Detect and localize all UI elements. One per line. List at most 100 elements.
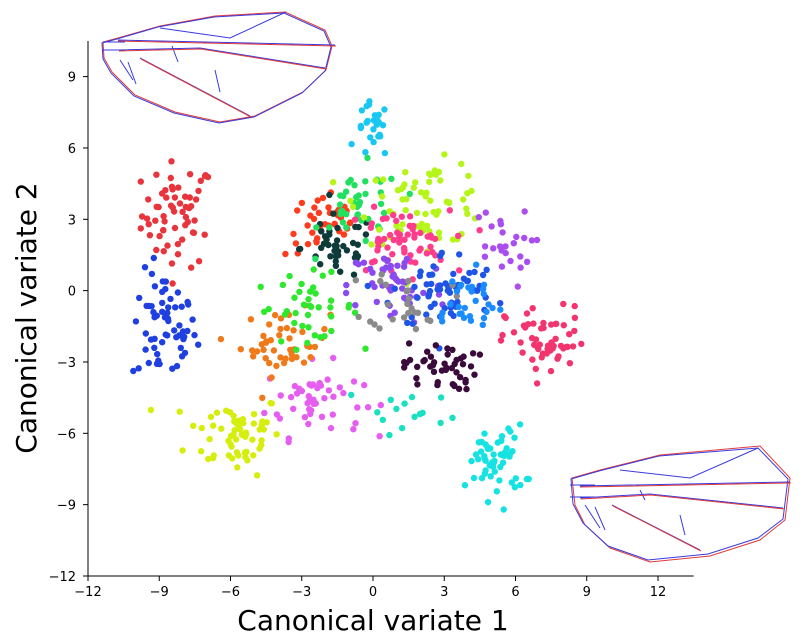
data-point bbox=[304, 240, 312, 248]
wing-outline-top-left-image bbox=[101, 11, 337, 124]
data-point bbox=[427, 353, 435, 360]
data-point bbox=[136, 294, 143, 302]
data-point bbox=[491, 468, 498, 475]
data-point bbox=[159, 278, 166, 285]
data-point bbox=[310, 215, 318, 223]
data-point bbox=[480, 281, 488, 288]
data-point bbox=[416, 272, 424, 280]
data-point bbox=[501, 313, 508, 320]
data-point bbox=[364, 404, 372, 411]
data-point bbox=[294, 207, 301, 214]
data-point bbox=[566, 360, 574, 367]
data-point bbox=[174, 240, 182, 248]
data-point bbox=[286, 335, 293, 342]
data-point bbox=[511, 434, 518, 441]
data-point bbox=[566, 331, 573, 338]
x-axis-title: Canonical variate 1 bbox=[237, 604, 508, 637]
data-point bbox=[177, 344, 184, 352]
data-point bbox=[398, 213, 405, 220]
data-point bbox=[315, 209, 323, 216]
data-point bbox=[375, 243, 382, 250]
data-point bbox=[304, 311, 312, 319]
data-point bbox=[160, 213, 167, 220]
data-point bbox=[362, 149, 369, 156]
data-point bbox=[429, 271, 436, 278]
data-point bbox=[258, 441, 265, 449]
data-point bbox=[401, 236, 408, 243]
data-point bbox=[370, 203, 378, 210]
data-point bbox=[384, 244, 391, 251]
data-point bbox=[304, 339, 311, 347]
data-point bbox=[379, 122, 387, 129]
data-point bbox=[417, 245, 424, 252]
data-point bbox=[307, 410, 314, 418]
data-point bbox=[162, 187, 169, 194]
data-point bbox=[441, 151, 448, 158]
data-point bbox=[348, 140, 355, 148]
data-point bbox=[500, 506, 507, 513]
data-point bbox=[393, 405, 400, 413]
data-point bbox=[455, 232, 462, 239]
data-point bbox=[417, 229, 424, 237]
data-point bbox=[377, 133, 384, 140]
data-point bbox=[472, 451, 480, 458]
data-point bbox=[468, 288, 475, 295]
data-point bbox=[544, 342, 552, 349]
data-point bbox=[404, 300, 411, 308]
data-point bbox=[369, 269, 376, 276]
data-point bbox=[145, 196, 152, 203]
data-point bbox=[317, 261, 324, 268]
data-point bbox=[367, 134, 374, 141]
data-point bbox=[266, 321, 273, 328]
data-point bbox=[487, 473, 494, 480]
data-point bbox=[154, 350, 161, 358]
data-point bbox=[189, 316, 196, 323]
data-point bbox=[374, 238, 381, 245]
data-point bbox=[421, 190, 429, 197]
data-point bbox=[311, 332, 318, 339]
data-point bbox=[345, 179, 352, 186]
data-point bbox=[507, 428, 514, 435]
data-point bbox=[523, 258, 531, 265]
data-point bbox=[347, 219, 354, 226]
data-point bbox=[547, 367, 555, 375]
data-point bbox=[330, 210, 337, 217]
data-point bbox=[355, 223, 362, 231]
data-point bbox=[437, 419, 444, 427]
data-point bbox=[401, 400, 408, 407]
data-point bbox=[315, 304, 322, 311]
data-point bbox=[376, 226, 383, 233]
data-point bbox=[430, 359, 438, 366]
x-tick-label: −9 bbox=[150, 585, 169, 600]
data-point bbox=[376, 433, 383, 440]
data-point bbox=[273, 411, 281, 418]
data-point bbox=[466, 313, 474, 320]
data-point bbox=[468, 187, 475, 195]
data-point bbox=[427, 363, 434, 370]
data-point bbox=[277, 315, 285, 322]
data-point bbox=[394, 187, 402, 194]
data-point bbox=[277, 392, 284, 399]
data-point bbox=[318, 413, 326, 420]
data-point bbox=[459, 361, 467, 368]
data-point bbox=[431, 235, 439, 243]
data-point bbox=[386, 431, 393, 439]
data-point bbox=[451, 360, 458, 368]
data-point bbox=[358, 107, 366, 114]
data-point bbox=[538, 325, 545, 332]
data-point bbox=[276, 332, 283, 339]
data-point bbox=[181, 349, 189, 357]
data-point bbox=[184, 218, 191, 226]
data-point bbox=[371, 112, 378, 119]
data-point bbox=[380, 176, 387, 183]
data-point bbox=[424, 348, 431, 355]
data-point bbox=[487, 445, 494, 452]
data-point bbox=[423, 222, 431, 230]
data-point bbox=[205, 455, 212, 463]
data-point bbox=[388, 175, 395, 182]
data-point bbox=[278, 338, 285, 345]
data-point bbox=[450, 270, 457, 278]
data-point bbox=[418, 220, 425, 228]
data-point bbox=[497, 337, 505, 344]
data-point bbox=[432, 342, 439, 349]
